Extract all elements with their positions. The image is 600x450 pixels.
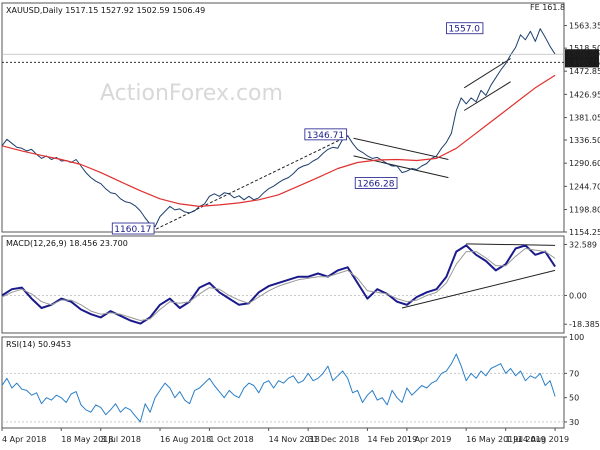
rsi-series-rsi xyxy=(1,353,556,423)
annotation-box xyxy=(304,128,348,141)
price-ytick-label: 1290.60 xyxy=(569,159,600,168)
x-tick-label: 31 Dec 2018 xyxy=(308,435,359,444)
price-ytick-label: 1198.80 xyxy=(569,206,600,215)
macd-label: MACD(12,26,9) 18.456 23.700 xyxy=(6,239,128,248)
annotation-label: 1266.28 xyxy=(357,179,394,189)
price-series-ma xyxy=(1,74,556,207)
macd-ytick-label: 0.00 xyxy=(569,291,587,300)
x-tick-label: 14 Feb 2019 xyxy=(367,435,417,444)
x-tick-label: 16 May 2019 xyxy=(466,435,518,444)
hline-value-box xyxy=(565,57,599,68)
x-tick-label: 1 Apr 2019 xyxy=(407,435,451,444)
rsi-ytick-label: 70 xyxy=(569,369,579,378)
hline-value-label: 1490.26 xyxy=(567,58,600,67)
x-tick-label: 3 Jul 2018 xyxy=(101,435,141,444)
macd-ytick-label: -18.385 xyxy=(569,320,600,329)
macd-trendline xyxy=(401,269,556,309)
macd-series-macd xyxy=(1,244,556,325)
watermark: ActionForex.com xyxy=(100,81,283,106)
last-price-box xyxy=(565,49,599,60)
price-trendline xyxy=(463,58,511,89)
price-ytick-label: 1518.50 xyxy=(569,44,600,53)
price-ytick-label: 1563.35 xyxy=(569,22,600,31)
price-header: XAUUSD,Daily 1517.15 1527.92 1502.59 150… xyxy=(6,6,205,15)
annotation-box xyxy=(446,22,484,35)
macd-ytick-label: 32.589 xyxy=(569,240,597,249)
price-trendline xyxy=(463,81,511,111)
rsi-label: RSI(14) 50.9453 xyxy=(6,340,71,349)
price-trendline xyxy=(353,155,449,179)
x-tick-label: 18 May 2018 xyxy=(61,435,113,444)
macd-trendline xyxy=(466,243,556,246)
price-ytick-label: 1381.05 xyxy=(569,114,600,123)
price-series-xauusd xyxy=(1,28,556,228)
price-ytick-label: 1336.50 xyxy=(569,136,600,145)
price-panel-frame xyxy=(1,2,565,233)
macd-series-signal xyxy=(1,248,556,321)
x-tick-label: 4 Apr 2018 xyxy=(2,435,46,444)
x-tick-label: 1 Oct 2018 xyxy=(209,435,253,444)
annotation-label: 1346.71 xyxy=(307,131,344,141)
annotation-label: 1557.0 xyxy=(449,25,481,35)
x-tick-label: 1 Jul 2019 xyxy=(506,435,546,444)
x-tick-label: 14 Aug 2019 xyxy=(518,435,569,444)
price-trendline xyxy=(155,134,350,230)
price-ytick-label: 1244.70 xyxy=(569,182,600,191)
annotation-box xyxy=(111,222,155,235)
last-price-label: 1506.49 xyxy=(567,50,600,59)
annotation-box xyxy=(354,177,398,189)
x-tick-label: 16 Aug 2018 xyxy=(160,435,211,444)
fe-label: FE 161.8 xyxy=(530,3,565,12)
price-ytick-label: 1154.25 xyxy=(569,228,600,237)
price-trendline xyxy=(353,137,449,160)
x-tick-label: 14 Nov 2018 xyxy=(269,435,320,444)
annotation-label: 1160.17 xyxy=(114,225,151,235)
price-ytick-label: 1426.95 xyxy=(569,90,600,99)
price-ytick-label: 1472.85 xyxy=(569,67,600,76)
rsi-ytick-label: 100 xyxy=(569,333,584,342)
rsi-ytick-label: 30 xyxy=(569,418,579,427)
rsi-ytick-label: 50 xyxy=(569,394,579,403)
